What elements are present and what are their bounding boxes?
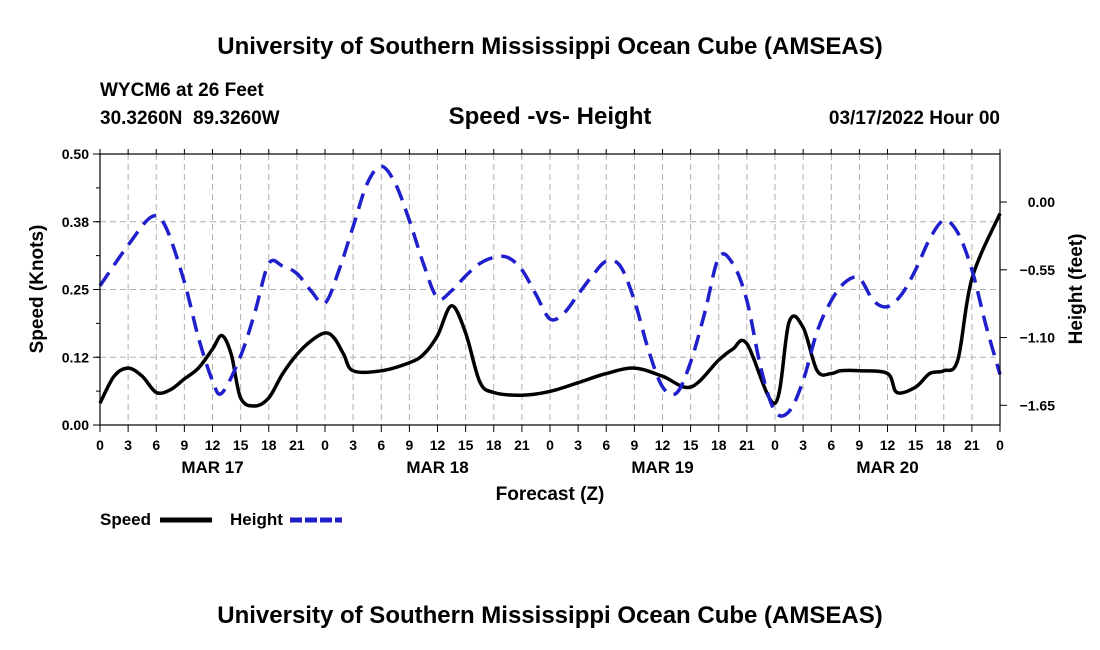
date-label: MAR 17 <box>181 458 243 477</box>
x-axis-label: Forecast (Z) <box>496 484 605 505</box>
x-tick-label: 6 <box>602 437 610 453</box>
datetime-label: 03/17/2022 Hour 00 <box>829 108 1000 129</box>
y-axis-right: 0.00 −0.55 −1.10 −1.65 <box>1000 194 1055 413</box>
x-tick-label: 0 <box>96 437 104 453</box>
x-tick-label: 12 <box>430 437 446 453</box>
x-tick-label: 21 <box>964 437 980 453</box>
series-speed-line <box>98 212 1002 408</box>
x-tick-label: 6 <box>377 437 385 453</box>
x-tick-label: 15 <box>458 437 474 453</box>
x-tick-label: 21 <box>289 437 305 453</box>
x-tick-label: 18 <box>486 437 502 453</box>
footer-title: University of Southern Mississippi Ocean… <box>217 602 882 629</box>
x-tick-label: 6 <box>827 437 835 453</box>
x-tick-label: 0 <box>996 437 1004 453</box>
x-axis: 0 3 6 9 12 15 18 21 0 3 6 9 12 15 18 21 0 3 6 9 12 15 18 21 0 3 6 9… <box>96 149 1004 477</box>
y-tick-label: 0.38 <box>62 214 89 230</box>
x-tick-label: 18 <box>936 437 952 453</box>
x-tick-label: 6 <box>152 437 160 453</box>
y-axis-label: Speed (Knots) <box>27 225 48 354</box>
legend-speed-label: Speed <box>100 510 151 529</box>
x-tick-label: 3 <box>349 437 357 453</box>
x-tick-label: 3 <box>124 437 132 453</box>
x-tick-label: 18 <box>711 437 727 453</box>
y-axis-left: 0.00 0.12 0.25 0.38 0.50 <box>62 146 100 433</box>
x-tick-label: 9 <box>180 437 188 453</box>
date-label: MAR 18 <box>406 458 468 477</box>
y-tick-label: 0.25 <box>62 282 89 298</box>
x-tick-label: 12 <box>655 437 671 453</box>
x-tick-label: 15 <box>683 437 699 453</box>
y2-tick-label: 0.00 <box>1028 194 1055 210</box>
y2-axis-label: Height (feet) <box>1066 234 1087 345</box>
date-label: MAR 20 <box>856 458 918 477</box>
plot-title: Speed -vs- Height <box>449 103 652 130</box>
coords-label: 30.3260N 89.3260W <box>100 108 280 129</box>
x-tick-label: 18 <box>261 437 277 453</box>
x-tick-label: 0 <box>546 437 554 453</box>
main-title: University of Southern Mississippi Ocean… <box>217 33 882 60</box>
grid <box>100 154 1000 425</box>
x-tick-label: 12 <box>880 437 896 453</box>
y2-tick-label: −1.10 <box>1020 330 1056 346</box>
x-tick-label: 21 <box>739 437 755 453</box>
x-tick-label: 0 <box>771 437 779 453</box>
x-tick-label: 9 <box>855 437 863 453</box>
x-tick-label: 15 <box>908 437 924 453</box>
station-label: WYCM6 at 26 Feet <box>100 80 264 101</box>
date-label: MAR 19 <box>631 458 693 477</box>
legend-height-label: Height <box>230 510 283 529</box>
y2-tick-label: −0.55 <box>1020 262 1056 278</box>
plot-frame <box>99 153 1001 426</box>
x-tick-label: 3 <box>574 437 582 453</box>
x-tick-label: 15 <box>233 437 249 453</box>
x-tick-label: 21 <box>514 437 530 453</box>
x-tick-label: 3 <box>799 437 807 453</box>
y-tick-label: 0.50 <box>62 146 89 162</box>
x-tick-label: 0 <box>321 437 329 453</box>
x-tick-label: 12 <box>205 437 221 453</box>
x-tick-label: 9 <box>630 437 638 453</box>
x-tick-label: 9 <box>405 437 413 453</box>
legend: Speed Height <box>100 510 342 529</box>
y2-tick-label: −1.65 <box>1020 397 1056 413</box>
series-height-line <box>98 164 1002 418</box>
y-tick-label: 0.00 <box>62 417 89 433</box>
y-tick-label: 0.12 <box>62 349 89 365</box>
